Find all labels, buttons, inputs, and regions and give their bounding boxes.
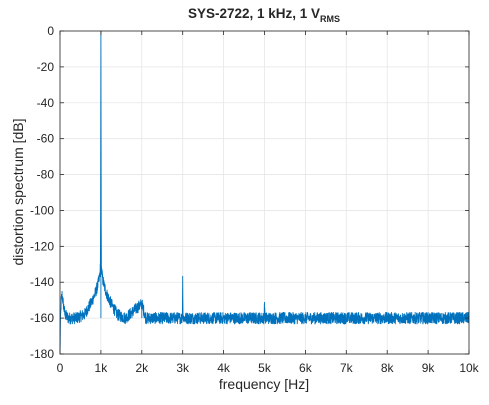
x-tick-label: 8k (381, 361, 395, 375)
x-tick-label: 7k (340, 361, 354, 375)
y-tick-label: -120 (30, 239, 54, 253)
x-tick-label: 2k (135, 361, 149, 375)
series-line (59, 30, 470, 353)
x-axis-label: frequency [Hz] (219, 376, 309, 392)
y-axis-label: distortion spectrum [dB] (10, 118, 26, 265)
chart-title-subscript: RMS (320, 14, 340, 24)
chart-title-main: SYS-2722, 1 kHz, 1 V (188, 6, 320, 21)
y-tick-label: -160 (30, 311, 54, 325)
y-tick-label: -80 (37, 168, 55, 182)
y-tick-label: -100 (30, 203, 54, 217)
y-tick-label: 0 (47, 24, 54, 38)
ticks: 0 1k 2k 3k 4k 5k 6k 7k 8k 9k 10k 0 -20 -40 -60 -80 -100 -… (30, 24, 480, 375)
x-tick-label: 3k (176, 361, 190, 375)
x-tick-label: 9k (422, 361, 436, 375)
y-tick-label: -60 (37, 132, 55, 146)
x-tick-label: 0 (57, 361, 64, 375)
x-tick-label: 1k (95, 361, 109, 375)
y-tick-label: -40 (37, 96, 55, 110)
x-tick-label: 6k (299, 361, 313, 375)
x-tick-label: 10k (459, 361, 479, 375)
chart-title: SYS-2722, 1 kHz, 1 VRMS (188, 6, 340, 24)
y-tick-label: -140 (30, 275, 54, 289)
x-tick-label: 4k (217, 361, 231, 375)
y-tick-label: -20 (37, 60, 55, 74)
series-layer (59, 30, 470, 353)
y-tick-label: -180 (30, 347, 54, 361)
x-tick-label: 5k (258, 361, 272, 375)
